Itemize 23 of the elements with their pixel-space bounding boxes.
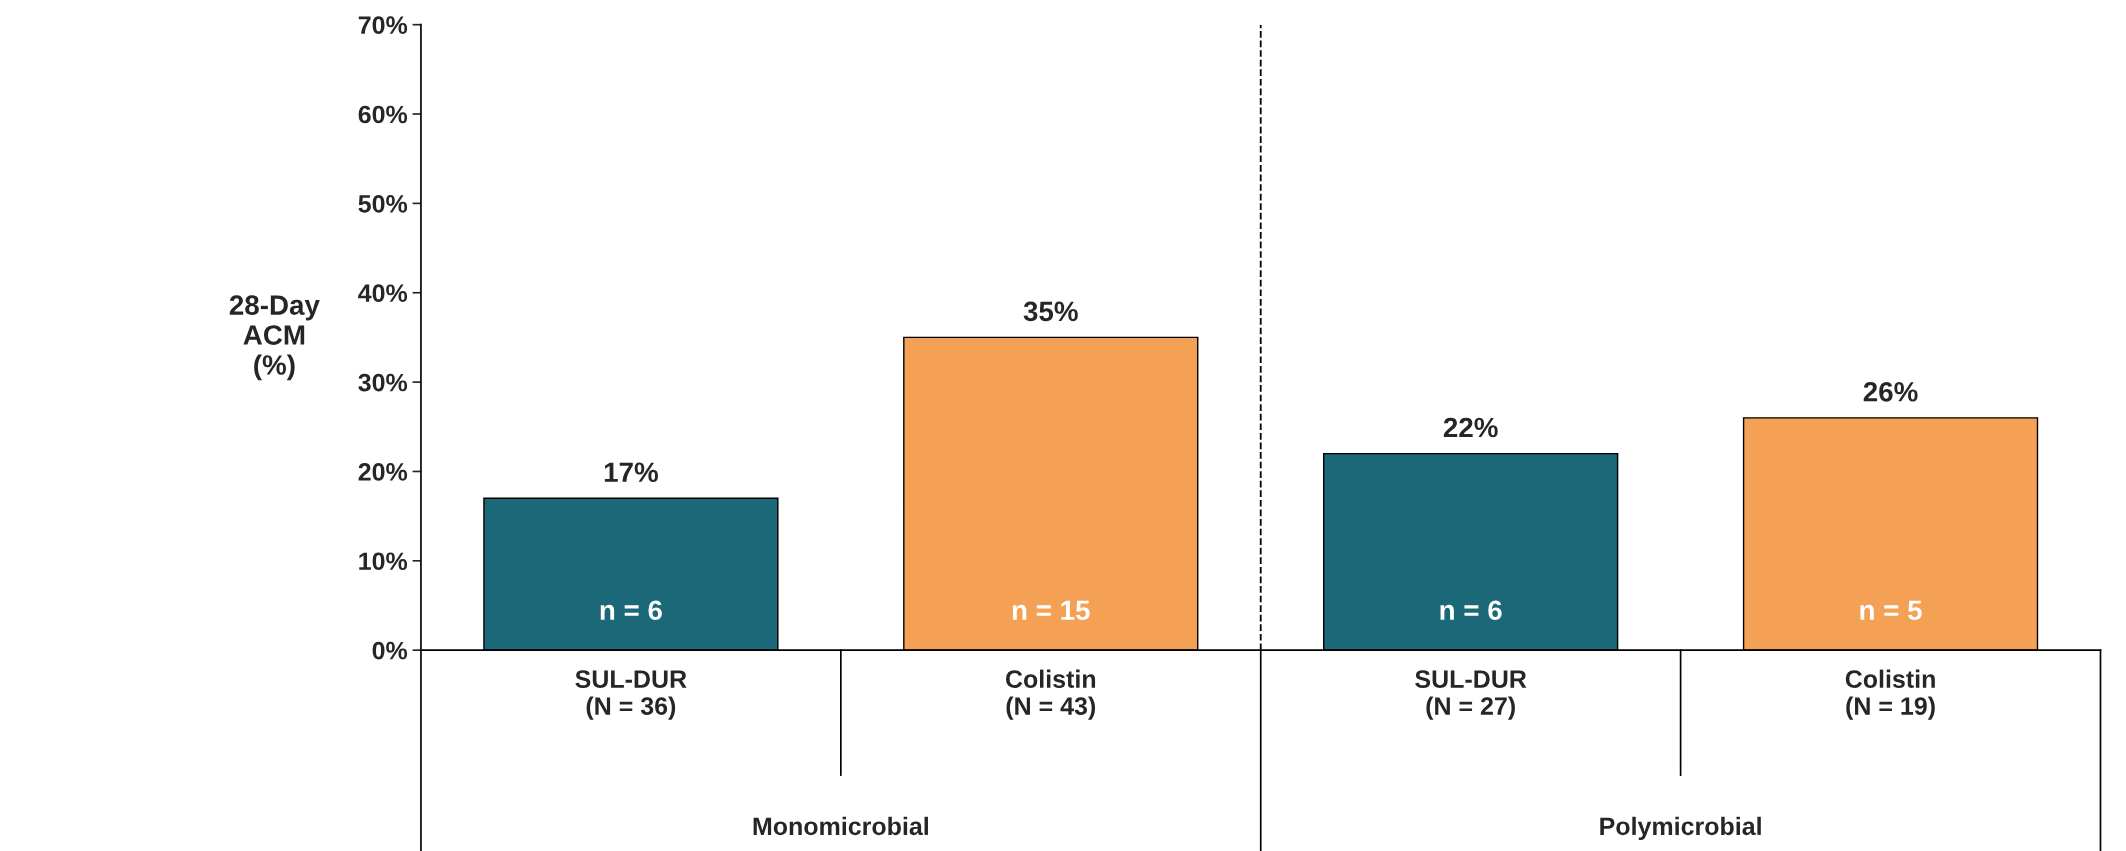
x-tick-label: Colistin (N = 43) [1005,669,1096,720]
annotation: n = 6 [1440,600,1502,621]
y-tick-label: 20% [358,463,408,481]
y-axis-title: 28-Day ACM (%) [229,295,320,381]
y-tick-label: 10% [359,552,408,571]
x-tick-label: SUL-DUR (N = 36) [575,670,687,720]
y-tick-label: 30% [358,373,408,392]
data-label: 26% [1863,381,1918,402]
y-tick-label: 0% [372,641,408,660]
x-tick-label: Colistin (N = 19) [1845,669,1935,720]
data-label: 22% [1443,417,1498,438]
annotation: n = 6 [600,600,662,621]
y-tick-label: 70% [358,16,408,34]
y-tick-label: 60% [358,105,408,124]
text: Polymicrobial [1600,816,1761,841]
y-tick-label: 50% [358,194,408,213]
annotation: n = 5 [1860,600,1922,621]
annotation: n = 15 [1012,600,1090,621]
text: Monomicrobial [753,816,928,836]
data-label: 35% [1023,301,1078,322]
x-tick-label: SUL-DUR (N = 27) [1415,670,1527,720]
y-tick-label: 40% [358,284,408,303]
data-label: 17% [604,462,658,482]
